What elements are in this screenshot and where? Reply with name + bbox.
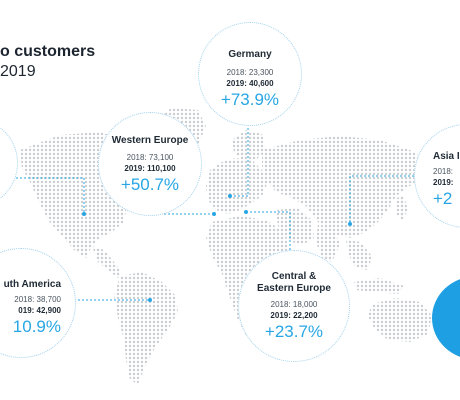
endpoint-north-america xyxy=(82,212,86,216)
asia-2018: 2018: xyxy=(433,167,454,176)
indonesia-landmass xyxy=(354,278,404,294)
germany-2019: 2019: 40,600 xyxy=(226,79,274,88)
connector-germany xyxy=(230,112,249,197)
asia-name: Asia I xyxy=(433,151,460,162)
endpoint-germany xyxy=(228,194,232,198)
central-america-landmass xyxy=(92,246,122,278)
asia-landmass xyxy=(262,136,430,238)
central-eastern-europe-name-2: Eastern Europe xyxy=(257,283,331,294)
title-line-1: o customers xyxy=(0,43,96,60)
germany-name: Germany xyxy=(228,49,272,60)
south-america-2018: 2018: 38,700 xyxy=(14,295,61,304)
central-eastern-europe-2019: 2019: 22,200 xyxy=(270,311,318,320)
endpoint-western-europe xyxy=(212,212,216,216)
australia-landmass xyxy=(368,298,432,342)
asia-change: +2 xyxy=(433,189,453,208)
scandinavia-landmass xyxy=(232,130,266,160)
south-america-change: 10.9% xyxy=(12,317,61,336)
western-europe-2019: 2019: 110,100 xyxy=(124,164,176,173)
middle-east-landmass xyxy=(276,208,314,246)
western-europe-bubble: Western Europe 2018: 73,100 2019: 110,10… xyxy=(98,112,202,216)
central-eastern-europe-change: +23.7% xyxy=(264,322,324,341)
germany-bubble: Germany 2018: 23,300 2019: 40,600 +73.9% xyxy=(198,22,302,126)
germany-2018: 2018: 23,300 xyxy=(226,68,274,77)
india-landmass xyxy=(316,224,340,262)
endpoint-asia xyxy=(348,222,352,226)
endpoint-south-america xyxy=(148,298,152,302)
western-europe-2018: 2018: 73,100 xyxy=(126,153,174,162)
central-eastern-europe-bubble: Central & Eastern Europe 2018: 18,000 20… xyxy=(238,250,350,362)
asia-2019: 2019: xyxy=(433,178,454,187)
uk-landmass xyxy=(210,172,222,190)
title-line-2: 2019 xyxy=(0,63,36,80)
endpoint-central-eastern-europe xyxy=(244,210,248,214)
central-eastern-europe-name-1: Central & xyxy=(271,271,317,282)
connector-north-america xyxy=(0,177,85,214)
europe-landmass xyxy=(206,158,268,214)
connector-central-eastern-europe xyxy=(246,211,291,250)
south-america-name: uth America xyxy=(3,279,61,290)
southeast-asia-landmass xyxy=(346,240,372,270)
south-america-2019: 019: 42,900 xyxy=(18,306,61,315)
western-europe-name: Western Europe xyxy=(111,135,189,146)
south-america-landmass xyxy=(114,272,178,384)
central-eastern-europe-2018: 2018: 18,000 xyxy=(270,300,318,309)
japan-landmass xyxy=(396,196,408,220)
germany-change: +73.9% xyxy=(220,90,280,109)
connector-asia xyxy=(349,175,414,224)
western-europe-change: +50.7% xyxy=(120,175,180,194)
